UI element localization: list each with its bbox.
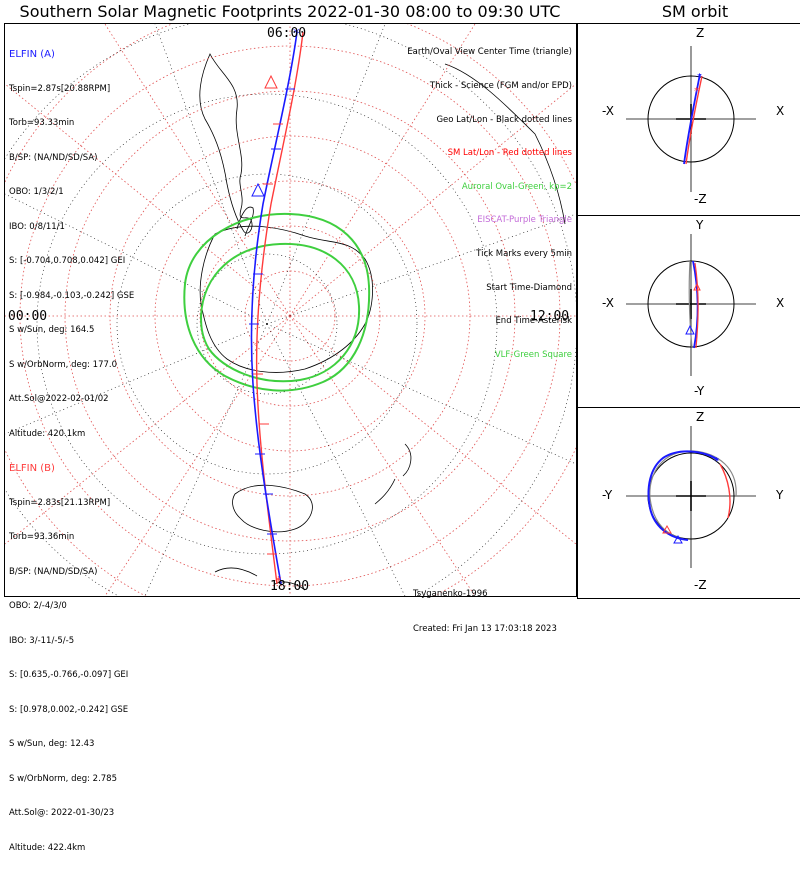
- trace-tick-marks: [249, 88, 295, 535]
- footprint-map-panel: * * ELFIN (A) Tspin=2.87s[20.88RPM] Torb…: [4, 23, 577, 853]
- axis-label-top: Z: [696, 410, 705, 424]
- probe-a-name: ELFIN (A): [9, 49, 55, 60]
- legend-item: Auroral Oval-Green, kp=2: [461, 181, 572, 192]
- probe-a-line: IBO: 0/8/11/1: [9, 221, 65, 232]
- legend-item: VLF-Green Square: [494, 349, 572, 360]
- probe-b-line: Att.Sol@: 2022-01-30/23: [9, 808, 115, 818]
- legend-item: Earth/Oval View Center Time (triangle): [407, 47, 572, 58]
- mlt-label-bottom: 18:00: [270, 579, 310, 594]
- probe-a-line: S w/Sun, deg: 164.5: [9, 325, 95, 335]
- auroral-oval: [183, 212, 371, 392]
- probe-b-info: ELFIN (B) Tspin=2.83s[21.13RPM] Torb=93.…: [9, 440, 128, 877]
- probe-b-line: Torb=93.36min: [9, 532, 75, 542]
- probe-b-line: S w/Sun, deg: 12.43: [9, 739, 95, 749]
- axis-label-right: Y: [776, 488, 784, 502]
- axis-label-left: -Y: [602, 488, 613, 502]
- axis-label-bottom: -Y: [694, 384, 705, 398]
- page-title: Southern Solar Magnetic Footprints 2022-…: [19, 2, 561, 21]
- created-timestamp: Created: Fri Jan 13 17:03:18 2023: [413, 623, 557, 634]
- legend-item: Start Time-Diamond: [486, 282, 572, 293]
- probe-b-line: S: [0.978,0.002,-0.242] GSE: [9, 704, 129, 715]
- center-time-triangle-a: [251, 182, 265, 197]
- probe-b-line: Altitude: 422.4km: [9, 842, 86, 853]
- center-time-triangle-b: [264, 74, 278, 89]
- probe-b-line: OBO: 2/-4/3/0: [9, 601, 67, 611]
- axis-label-bottom: -Z: [694, 578, 707, 592]
- probe-b-line: S: [0.635,-0.766,-0.097] GEI: [9, 670, 129, 680]
- probe-a-line: S: [-0.984,-0.103,-0.242] GSE: [9, 290, 135, 301]
- legend-item: End Time-Asterisk: [495, 316, 572, 327]
- probe-b-name: ELFIN (B): [9, 463, 55, 474]
- svg-text:*: *: [694, 86, 699, 97]
- sm-grid: [5, 24, 576, 596]
- svg-text:*: *: [697, 72, 702, 83]
- axis-label-right: X: [776, 104, 785, 118]
- credits: Tsyganenko-1996 Created: Fri Jan 13 17:0…: [413, 566, 557, 658]
- axis-label-top: Y: [696, 218, 704, 232]
- mlt-label-left: 00:00: [8, 309, 48, 324]
- axis-label-left: -X: [602, 104, 614, 118]
- end-asterisk-a: *: [293, 27, 300, 42]
- probe-a-info: ELFIN (A) Tspin=2.87s[20.88RPM] Torb=93.…: [9, 26, 134, 463]
- legend: Earth/Oval View Center Time (triangle) T…: [407, 25, 572, 384]
- sm-orbit-panel-yz: * Z -Z -Y Y: [577, 407, 800, 599]
- probe-a-trace: [250, 31, 298, 585]
- axis-label-bottom: -Z: [694, 192, 707, 206]
- axis-label-top: Z: [696, 26, 705, 40]
- probe-a-line: S w/OrbNorm, deg: 177.0: [9, 359, 118, 370]
- sm-orbit-plot-xz: * *: [626, 46, 756, 192]
- probe-a-line: OBO: 1/3/2/1: [9, 187, 64, 197]
- probe-b-line: Tspin=2.83s[21.13RPM]: [9, 497, 111, 508]
- end-asterisk-b: *: [275, 575, 282, 590]
- geo-grid: [5, 24, 576, 596]
- sm-orbit-plot-xy: [626, 234, 756, 376]
- polar-map: * *: [5, 24, 576, 596]
- sm-orbit-plot-yz: *: [626, 426, 756, 568]
- probe-a-line: S: [-0.704,0.708,0.042] GEI: [9, 256, 126, 266]
- probe-a-line: B/SP: (NA/ND/SD/SA): [9, 152, 98, 163]
- sm-orbit-panel-xy: Y -Y -X X: [577, 215, 800, 408]
- legend-item: Thick - Science (FGM and/or EPD): [429, 81, 572, 92]
- legend-item: Geo Lat/Lon - Black dotted lines: [436, 114, 572, 125]
- trace-tick-marks-b: [253, 123, 283, 555]
- probe-a-line: Tspin=2.87s[20.88RPM]: [9, 83, 111, 94]
- legend-item: EISCAT-Purple Triangle: [477, 215, 572, 226]
- coastlines: [199, 53, 566, 591]
- probe-b-line: S w/OrbNorm, deg: 2.785: [9, 773, 118, 784]
- probe-a-line: Att.Sol@2022-02-01/02: [9, 394, 109, 404]
- probe-b-line: B/SP: (NA/ND/SD/SA): [9, 566, 98, 577]
- sm-orbit-title: SM orbit: [661, 2, 729, 21]
- legend-item: Tick Marks every 5min: [476, 249, 572, 260]
- axis-label-right: X: [776, 296, 785, 310]
- mlt-label-right: 12:00: [530, 309, 570, 324]
- sm-orbit-panel-xz: * * Z -Z -X X: [577, 23, 800, 216]
- probe-a-line: Torb=93.33min: [9, 118, 75, 128]
- axis-label-left: -X: [602, 296, 614, 310]
- model-credit: Tsyganenko-1996: [413, 589, 488, 599]
- mlt-label-top: 06:00: [267, 26, 307, 41]
- probe-b-line: IBO: 3/-11/-5/-5: [9, 635, 75, 646]
- legend-item: SM Lat/Lon - Red dotted lines: [447, 148, 572, 159]
- probe-a-line: Altitude: 420.1km: [9, 428, 86, 439]
- svg-text:*: *: [714, 456, 719, 467]
